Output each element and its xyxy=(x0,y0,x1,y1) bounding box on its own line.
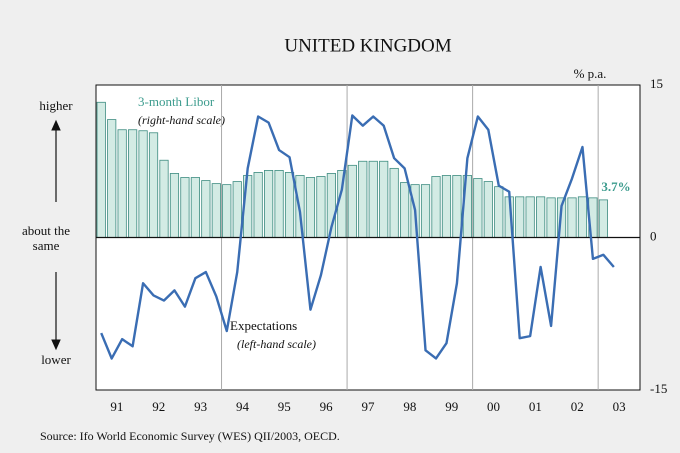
x-tick-label: 94 xyxy=(236,399,250,414)
bar xyxy=(201,180,211,238)
x-tick-label: 98 xyxy=(403,399,416,414)
arrows xyxy=(51,119,61,351)
y2-tick-label: 0 xyxy=(650,228,657,243)
bar xyxy=(211,183,221,238)
x-tick-label: 01 xyxy=(529,399,542,414)
legend-bar: 3-month Libor xyxy=(138,94,215,109)
bar xyxy=(515,196,525,238)
bar xyxy=(190,177,200,238)
arrow-head xyxy=(51,119,61,131)
bar xyxy=(347,164,357,238)
x-tick-label: 02 xyxy=(571,399,584,414)
y-tick-label: lower xyxy=(41,352,71,367)
bar xyxy=(128,129,138,238)
bar xyxy=(253,172,263,238)
bar xyxy=(473,178,483,238)
x-tick-label: 00 xyxy=(487,399,500,414)
x-tick-label: 96 xyxy=(320,399,334,414)
line xyxy=(100,114,615,360)
bar xyxy=(441,175,452,238)
bar xyxy=(368,160,378,238)
bar xyxy=(96,101,106,238)
x-tick-label: 95 xyxy=(278,399,291,414)
legend-bar-note: (right-hand scale) xyxy=(138,113,225,127)
bar xyxy=(389,167,399,238)
bar xyxy=(138,130,148,238)
bar xyxy=(358,160,368,238)
bar xyxy=(232,181,242,238)
x-tick-label: 93 xyxy=(194,399,207,414)
bar xyxy=(316,176,326,238)
bar xyxy=(148,132,159,238)
bar xyxy=(483,181,493,238)
x-tick-label: 92 xyxy=(152,399,165,414)
y2-tick-label: 15 xyxy=(650,76,663,91)
bar xyxy=(117,129,127,238)
bar xyxy=(159,159,169,238)
bar xyxy=(431,176,441,238)
x-tick-label: 97 xyxy=(362,399,376,414)
bar xyxy=(598,199,608,238)
bar xyxy=(494,186,504,238)
bar xyxy=(546,197,556,238)
bar xyxy=(525,196,535,238)
source: Source: Ifo World Economic Survey (WES) … xyxy=(40,429,340,443)
bar xyxy=(536,196,546,238)
bar xyxy=(284,172,295,238)
bar xyxy=(379,160,389,238)
y2-axis-label: % p.a. xyxy=(574,66,607,81)
y-tick-label: about the same xyxy=(21,222,70,253)
bar xyxy=(222,184,232,238)
x-tick-label: 99 xyxy=(445,399,458,414)
chart-title: UNITED KINGDOM xyxy=(284,35,451,56)
legend-line-note: (left-hand scale) xyxy=(237,337,316,351)
legend-line: Expectations xyxy=(230,318,297,333)
bar xyxy=(264,169,274,238)
bar xyxy=(420,184,431,238)
y-tick-label: higher xyxy=(39,97,73,113)
bar xyxy=(169,173,180,238)
bar xyxy=(305,177,316,238)
y2-tick-label: -15 xyxy=(650,381,667,396)
bar xyxy=(400,182,410,238)
bar xyxy=(567,197,577,238)
bar xyxy=(107,119,117,238)
arrow-head xyxy=(51,339,61,351)
bar xyxy=(274,169,284,238)
x-tick-label: 03 xyxy=(613,399,626,414)
bar xyxy=(452,175,462,238)
value-label: 3.7% xyxy=(601,179,630,194)
bar xyxy=(577,196,588,238)
x-tick-label: 91 xyxy=(110,399,123,414)
bar xyxy=(180,177,190,238)
